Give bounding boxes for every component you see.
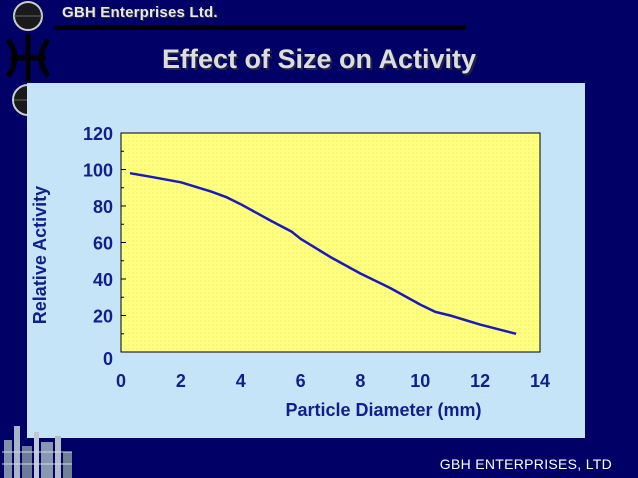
y-tick-label: 20 xyxy=(93,307,113,327)
y-tick-label: 80 xyxy=(93,197,113,217)
y-tick-label: 0 xyxy=(103,349,113,369)
y-tick-label: 100 xyxy=(83,161,113,181)
slide-title: Effect of Size on Activity xyxy=(161,44,477,74)
x-tick-label: 2 xyxy=(176,371,186,391)
x-axis-title: Particle Diameter (mm) xyxy=(285,400,481,420)
company-header: GBH Enterprises Ltd. xyxy=(62,4,218,21)
x-tick-label: 6 xyxy=(296,371,306,391)
x-tick-label: 4 xyxy=(236,371,246,391)
x-axis-ticks: 0 2 4 6 8 10 12 14 xyxy=(116,371,550,391)
y-axis-title: Relative Activity xyxy=(30,186,50,324)
x-tick-label: 8 xyxy=(355,371,365,391)
y-tick-label: 60 xyxy=(93,234,113,254)
series-line-relative-activity xyxy=(129,171,517,336)
header-rule xyxy=(54,25,466,30)
x-tick-label: 12 xyxy=(470,371,490,391)
x-tick-label: 10 xyxy=(410,371,430,391)
y-tick-label: 120 xyxy=(83,124,113,144)
footer-company: GBH ENTERPRISES, LTD xyxy=(439,456,612,472)
x-tick-label: 0 xyxy=(116,371,126,391)
y-axis-ticks: 0 20 40 60 80 100 120 xyxy=(83,124,126,369)
plot-area xyxy=(120,132,541,353)
y-tick-label: 40 xyxy=(93,270,113,290)
x-tick-label: 14 xyxy=(530,371,550,391)
industrial-plant-icon xyxy=(2,426,72,478)
